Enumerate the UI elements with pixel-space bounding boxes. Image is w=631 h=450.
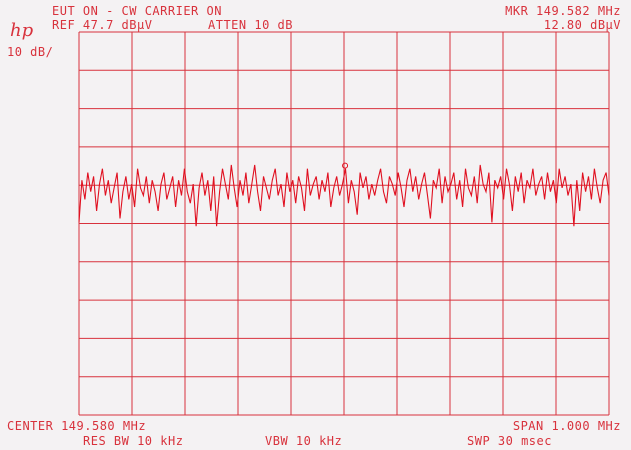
frequency-span: SPAN 1.000 MHz bbox=[512, 419, 621, 433]
spectrum-trace bbox=[78, 164, 610, 227]
grid bbox=[78, 31, 610, 416]
marker-point bbox=[342, 162, 349, 169]
reference-level: REF 47.7 dBµV bbox=[52, 18, 153, 32]
video-bandwidth: VBW 10 kHz bbox=[265, 434, 343, 448]
center-frequency: CENTER 149.580 MHz bbox=[7, 419, 147, 433]
scale-per-division: 10 dB/ bbox=[7, 45, 54, 59]
attenuation: ATTEN 10 dB bbox=[208, 18, 293, 32]
hp-logo: hp bbox=[10, 20, 34, 41]
trace-title: EUT ON - CW CARRIER ON bbox=[52, 4, 222, 18]
sweep-time: SWP 30 msec bbox=[467, 434, 552, 448]
marker-frequency: MKR 149.582 MHz bbox=[505, 4, 621, 18]
marker-level: 12.80 dBµV bbox=[543, 18, 621, 32]
resolution-bandwidth: RES BW 10 kHz bbox=[83, 434, 184, 448]
